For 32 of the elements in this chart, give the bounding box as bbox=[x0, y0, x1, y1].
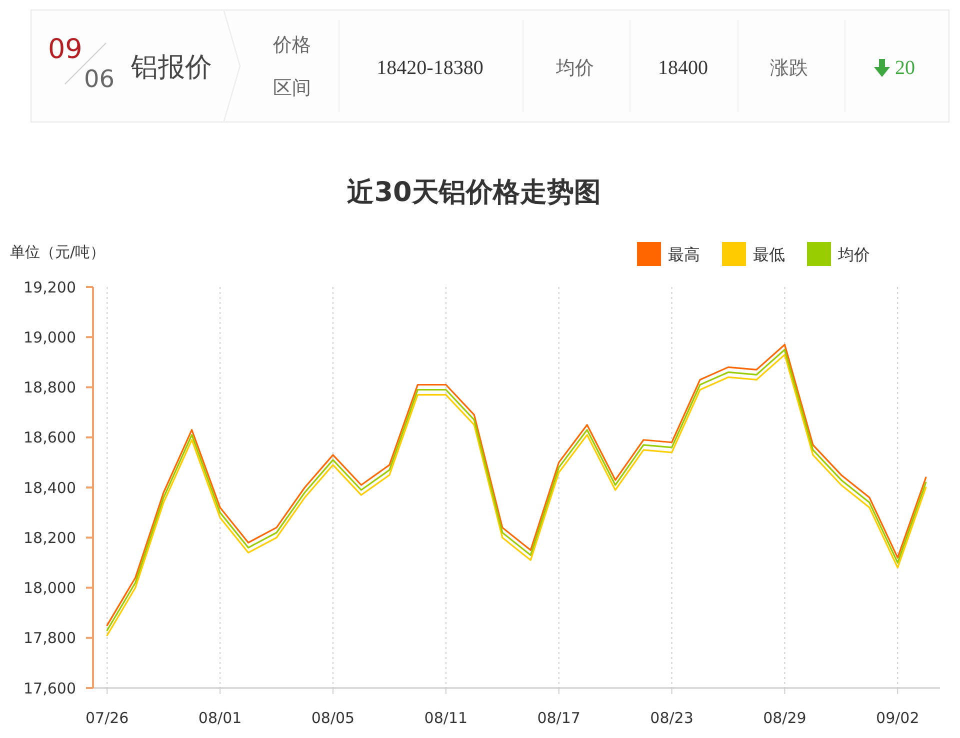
x-tick-label: 09/02 bbox=[876, 709, 920, 727]
text: 铝报价 bbox=[130, 52, 212, 83]
x-tick-label: 08/17 bbox=[537, 709, 580, 727]
y-axis-title: 单位（元/吨） bbox=[10, 243, 106, 261]
x-tick-label: 07/26 bbox=[86, 709, 129, 727]
y-tick-label: 19,000 bbox=[24, 328, 76, 346]
text: 06 bbox=[84, 65, 115, 93]
text: 区间 bbox=[273, 77, 311, 99]
chart-title: 近30天铝价格走势图 bbox=[347, 177, 601, 208]
x-tick-label: 08/23 bbox=[650, 709, 694, 727]
legend-label: 均价 bbox=[837, 245, 870, 264]
text: 20 bbox=[895, 57, 915, 79]
y-tick-label: 17,800 bbox=[24, 629, 76, 648]
y-tick-label: 17,600 bbox=[24, 679, 76, 698]
y-tick-label: 18,000 bbox=[24, 579, 76, 597]
text: 均价 bbox=[555, 57, 594, 79]
text: 18420-18380 bbox=[376, 57, 484, 79]
text: 涨跌 bbox=[770, 57, 808, 79]
x-tick-label: 08/11 bbox=[424, 709, 468, 727]
x-tick-label: 08/29 bbox=[763, 709, 806, 727]
text: 09 bbox=[48, 34, 82, 65]
x-tick-label: 08/01 bbox=[198, 709, 242, 727]
y-tick-label: 18,600 bbox=[24, 428, 76, 447]
x-tick-label: 08/05 bbox=[311, 709, 355, 727]
y-tick-label: 19,200 bbox=[24, 278, 76, 296]
y-tick-label: 18,200 bbox=[24, 528, 76, 547]
text: 价格 bbox=[272, 34, 311, 56]
y-tick-label: 18,800 bbox=[24, 378, 76, 396]
legend-label: 最低 bbox=[753, 245, 785, 264]
legend-label: 最高 bbox=[668, 245, 700, 264]
text: 18400 bbox=[658, 57, 708, 79]
y-tick-label: 18,400 bbox=[24, 478, 76, 497]
